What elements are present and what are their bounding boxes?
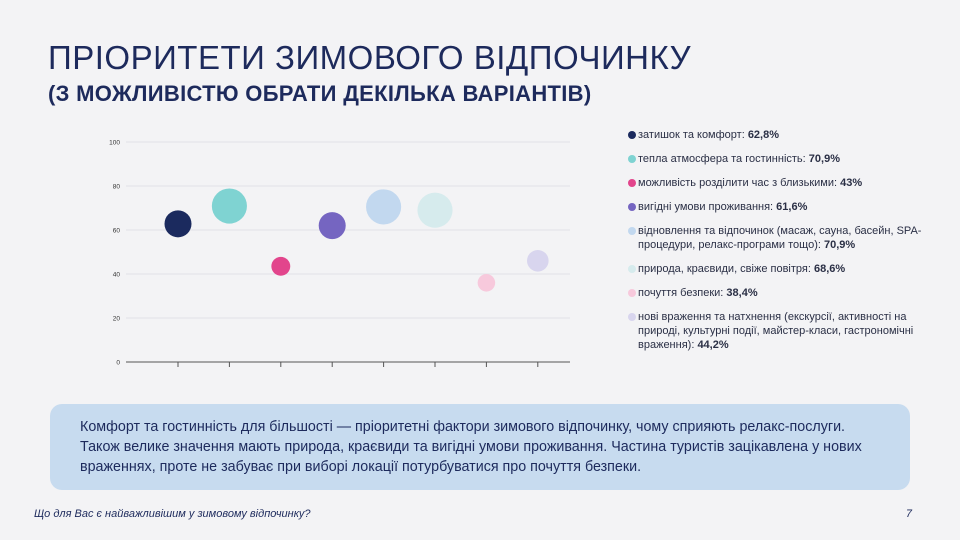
- legend-dot-icon: [628, 289, 636, 297]
- legend-value: 68,6%: [813, 263, 846, 275]
- legend-label: тепла атмосфера та гостинність:: [638, 153, 809, 165]
- bubble-point: [318, 212, 346, 240]
- legend-dot-icon: [628, 131, 636, 139]
- legend-value: 70,9%: [808, 153, 840, 165]
- legend-item: нові враження та натхнення (екскурсії, а…: [628, 310, 928, 352]
- y-tick-label: 100: [109, 140, 120, 147]
- legend-label: можливість розділити час з близькими:: [638, 177, 841, 189]
- legend-value: 70,9%: [823, 239, 856, 251]
- bubble-point: [271, 256, 291, 276]
- legend-dot-icon: [628, 265, 636, 273]
- bubble-point: [164, 210, 192, 238]
- y-tick-label: 0: [116, 360, 120, 367]
- legend-value: 43%: [840, 177, 863, 189]
- y-tick-label: 60: [113, 228, 121, 235]
- legend-item: природа, краєвиди, свіже повітря: 68,6%: [628, 262, 928, 276]
- bubble-point: [417, 192, 453, 228]
- legend-value: 44,2%: [697, 339, 729, 351]
- legend-item: почуття безпеки: 38,4%: [628, 286, 928, 300]
- legend-dot-icon: [628, 313, 636, 321]
- legend-value: 61,6%: [776, 201, 808, 213]
- footer-question: Що для Вас є найважливішим у зимовому ві…: [34, 508, 311, 520]
- legend-dot-icon: [628, 227, 636, 235]
- bubble-point: [527, 250, 549, 272]
- legend-label: затишок та комфорт:: [638, 129, 748, 141]
- legend-value: 62,8%: [747, 129, 780, 141]
- legend-label: відновлення та відпочинок (масаж, сауна,…: [638, 225, 922, 251]
- legend-label: природа, краєвиди, свіже повітря:: [638, 263, 814, 275]
- page-number: 7: [905, 508, 912, 520]
- legend-item: вигідні умови проживання: 61,6%: [628, 200, 928, 214]
- y-tick-label: 40: [113, 272, 121, 279]
- legend-dot-icon: [628, 179, 636, 187]
- bubble-point: [477, 274, 496, 292]
- legend-item: тепла атмосфера та гостинність: 70,9%: [628, 152, 928, 166]
- summary-text: Комфорт та гостинність для більшості — п…: [80, 419, 862, 475]
- chart-legend: затишок та комфорт: 62,8% тепла атмосфера…: [628, 128, 928, 362]
- page-subtitle: (З МОЖЛИВІСТЮ ОБРАТИ ДЕКІЛЬКА ВАРІАНТІВ): [48, 81, 592, 106]
- legend-item: затишок та комфорт: 62,8%: [628, 128, 928, 142]
- bubble-point: [366, 189, 402, 225]
- page-title: ПРІОРИТЕТИ ЗИМОВОГО ВІДПОЧИНКУ: [48, 39, 692, 76]
- legend-value: 38,4%: [726, 287, 758, 299]
- y-tick-label: 80: [113, 184, 121, 191]
- legend-dot-icon: [628, 155, 636, 163]
- legend-item: відновлення та відпочинок (масаж, сауна,…: [628, 224, 928, 252]
- summary-box: Комфорт та гостинність для більшості — п…: [50, 404, 910, 490]
- y-tick-label: 20: [113, 316, 121, 323]
- bubble-point: [211, 188, 247, 224]
- legend-label: нові враження та натхнення (екскурсії, а…: [638, 311, 914, 351]
- legend-item: можливість розділити час з близькими: 43…: [628, 176, 928, 190]
- legend-label: вигідні умови проживання:: [638, 201, 777, 213]
- bubble-chart: 0 20 40 60 80 100: [109, 140, 570, 367]
- legend-dot-icon: [628, 203, 636, 211]
- legend-label: почуття безпеки:: [638, 287, 727, 299]
